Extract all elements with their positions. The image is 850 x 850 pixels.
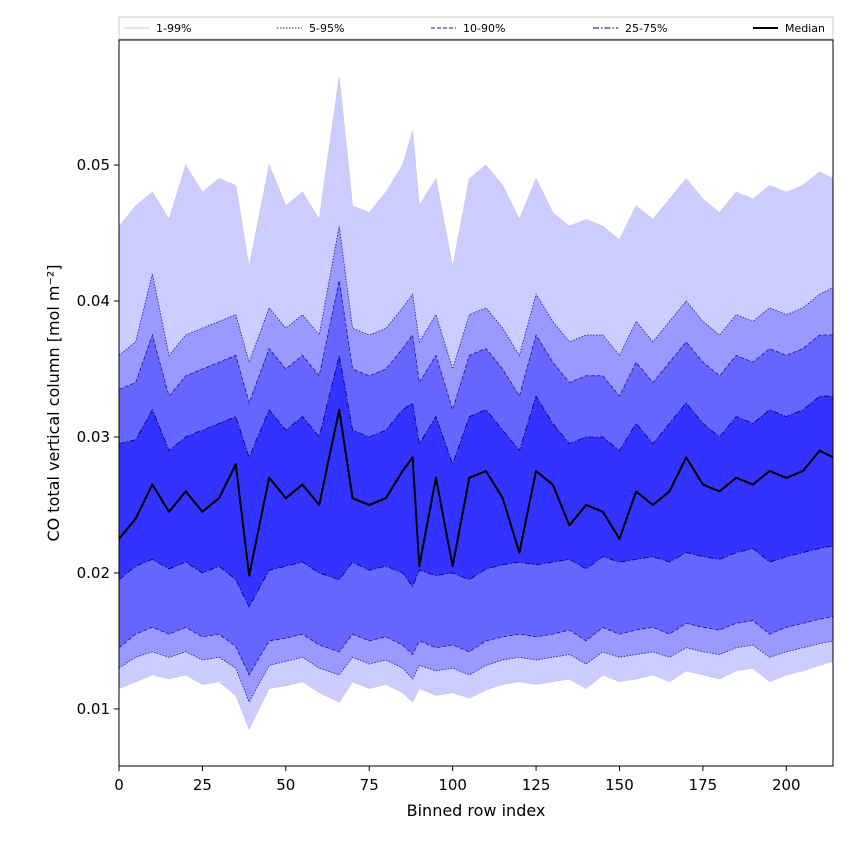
x-tick-label: 25 bbox=[193, 776, 212, 794]
x-tick-label: 0 bbox=[114, 776, 124, 794]
y-tick-label: 0.03 bbox=[77, 428, 110, 446]
legend-item-10-90pct: 10-90% bbox=[431, 22, 505, 35]
legend-label: 5-95% bbox=[309, 22, 344, 35]
legend: 1-99% 5-95% 10-90% 25-75% Median bbox=[118, 16, 834, 40]
band-1-99pct-upper-edge bbox=[119, 76, 833, 268]
y-tick-label: 0.05 bbox=[77, 156, 110, 174]
x-tick-label: 150 bbox=[605, 776, 634, 794]
band-25-75pct-upper-edge bbox=[119, 355, 833, 466]
plot-frame bbox=[118, 39, 834, 767]
x-axis: 0 25 50 75 100 125 150 175 200 bbox=[114, 766, 801, 794]
x-tick-label: 100 bbox=[438, 776, 467, 794]
y-tick-label: 0.04 bbox=[77, 292, 110, 310]
legend-label: Median bbox=[785, 22, 825, 35]
x-tick-label: 175 bbox=[689, 776, 718, 794]
band-10-90pct-upper-edge bbox=[119, 280, 833, 412]
median-line bbox=[119, 408, 833, 577]
y-tick-label: 0.01 bbox=[77, 700, 110, 718]
band-1-99pct-lower-edge bbox=[119, 660, 833, 731]
legend-label: 10-90% bbox=[463, 22, 505, 35]
band-25-75pct bbox=[119, 355, 833, 607]
x-axis-label: Binned row index bbox=[407, 801, 546, 820]
x-tick-label: 125 bbox=[522, 776, 551, 794]
x-tick-label: 75 bbox=[360, 776, 379, 794]
percentile-bands bbox=[119, 76, 833, 731]
legend-item-1-99pct: 1-99% bbox=[124, 22, 191, 35]
legend-label: 25-75% bbox=[625, 22, 667, 35]
median-layer bbox=[119, 408, 833, 577]
y-axis-label: CO total vertical column [mol m⁻²] bbox=[44, 264, 63, 541]
legend-item-25-75pct: 25-75% bbox=[593, 22, 667, 35]
y-tick-label: 0.02 bbox=[77, 564, 110, 582]
y-axis: 0.01 0.02 0.03 0.04 0.05 bbox=[77, 156, 119, 718]
legend-item-median: Median bbox=[753, 22, 825, 35]
legend-label: 1-99% bbox=[156, 22, 191, 35]
legend-item-5-95pct: 5-95% bbox=[277, 22, 344, 35]
band-25-75pct-lower-edge bbox=[119, 545, 833, 608]
x-tick-label: 200 bbox=[772, 776, 801, 794]
legend-box bbox=[118, 16, 834, 40]
x-tick-label: 50 bbox=[276, 776, 295, 794]
